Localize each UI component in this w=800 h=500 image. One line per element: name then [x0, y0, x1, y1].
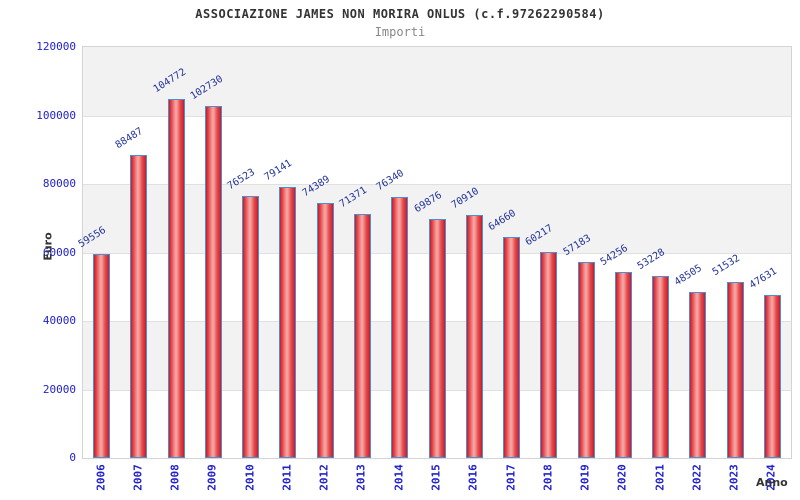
background-band	[83, 47, 791, 116]
plot-area: 59556 88487 104772 102730 76523 79141 74389 713…	[77, 46, 792, 459]
bar-2011	[279, 187, 296, 458]
x-tick-label-2011: 2011	[280, 464, 294, 491]
y-tick-label-120000: 120000	[36, 40, 76, 53]
x-tick-label-2017: 2017	[504, 464, 518, 491]
bar-2007	[130, 155, 147, 458]
bar-2019	[578, 262, 595, 458]
x-tick-label-2012: 2012	[317, 464, 331, 491]
bar-2008	[168, 99, 185, 458]
bar-2021	[652, 276, 669, 458]
background-band	[83, 116, 791, 185]
x-tick-label-2016: 2016	[466, 464, 480, 491]
bar-2017	[503, 237, 520, 458]
bar-2010	[242, 196, 259, 458]
y-tick-label-0: 0	[69, 451, 76, 464]
y-tick-label-20000: 20000	[42, 383, 76, 396]
x-tick-label-2023: 2023	[727, 464, 741, 491]
x-tick-label-2008: 2008	[168, 464, 182, 491]
bar-2014	[391, 197, 408, 458]
x-tick-label-2019: 2019	[578, 464, 592, 491]
x-tick-label-2009: 2009	[205, 464, 219, 491]
y-tick-label-40000: 40000	[42, 314, 76, 327]
y-tick-label-100000: 100000	[36, 109, 76, 122]
bar-2012	[317, 203, 334, 458]
x-tick-label-2022: 2022	[690, 464, 704, 491]
bar-2013	[354, 214, 371, 458]
x-tick-label-2021: 2021	[653, 464, 667, 491]
y-tick-label-80000: 80000	[42, 177, 76, 190]
x-tick-label-2015: 2015	[429, 464, 443, 491]
bar-2024	[764, 295, 781, 458]
bar-2023	[727, 282, 744, 458]
bar-2016	[466, 215, 483, 458]
gridline	[83, 184, 791, 185]
bar-2020	[615, 272, 632, 458]
y-axis-label: Euro	[41, 232, 55, 261]
x-tick-label-2007: 2007	[131, 464, 145, 491]
x-axis-label: Anno	[756, 476, 788, 489]
bar-2006	[93, 254, 110, 458]
x-tick-label-2010: 2010	[243, 464, 257, 491]
bar-2022	[689, 292, 706, 458]
bar-2009	[205, 106, 222, 458]
bar-2015	[429, 219, 446, 458]
y-tick-label-60000: 60000	[42, 246, 76, 259]
x-tick-label-2006: 2006	[94, 464, 108, 491]
x-tick-label-2014: 2014	[392, 464, 406, 491]
x-tick-label-2018: 2018	[541, 464, 555, 491]
x-tick-label-2013: 2013	[354, 464, 368, 491]
chart-subtitle: Importi	[374, 25, 426, 39]
x-tick-label-2020: 2020	[615, 464, 629, 491]
gridline	[83, 116, 791, 117]
chart-title: ASSOCIAZIONE JAMES NON MORIRA ONLUS (c.f…	[195, 7, 605, 21]
bar-2018	[540, 252, 557, 458]
